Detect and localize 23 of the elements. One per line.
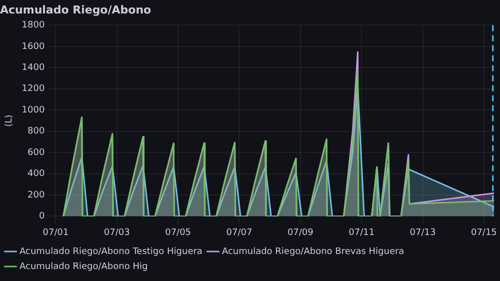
y-tick-label: 0: [38, 212, 45, 222]
y-tick-label: 1400: [22, 62, 45, 73]
legend-label: Acumulado Riego/Abono Testigo Higuera: [20, 246, 202, 257]
x-tick-label: 07/11: [348, 228, 375, 238]
y-tick-label: 1600: [22, 42, 45, 52]
y-tick-label: 1200: [22, 84, 45, 94]
y-tick-label: 400: [28, 169, 45, 180]
y-tick-label: 200: [28, 190, 45, 200]
x-tick-label: 07/03: [104, 228, 130, 238]
chart-title: Acumulado Riego/Abono: [0, 3, 152, 16]
x-tick-label: 07/15: [470, 228, 497, 238]
y-tick-label: 1000: [22, 105, 45, 116]
x-tick-label: 07/13: [410, 228, 436, 238]
legend-label: Acumulado Riego/Abono Brevas Higuera: [222, 246, 404, 257]
y-axis-title: (L): [4, 114, 15, 127]
y-tick-label: 1800: [22, 20, 45, 31]
x-tick-label: 07/07: [226, 228, 252, 238]
y-tick-label: 600: [28, 148, 45, 158]
x-tick-label: 07/05: [165, 228, 192, 238]
x-tick-label: 07/09: [287, 228, 314, 238]
x-tick-label: 07/01: [42, 228, 69, 238]
legend-label: Acumulado Riego/Abono Hig: [20, 262, 148, 272]
y-tick-label: 800: [28, 126, 45, 137]
